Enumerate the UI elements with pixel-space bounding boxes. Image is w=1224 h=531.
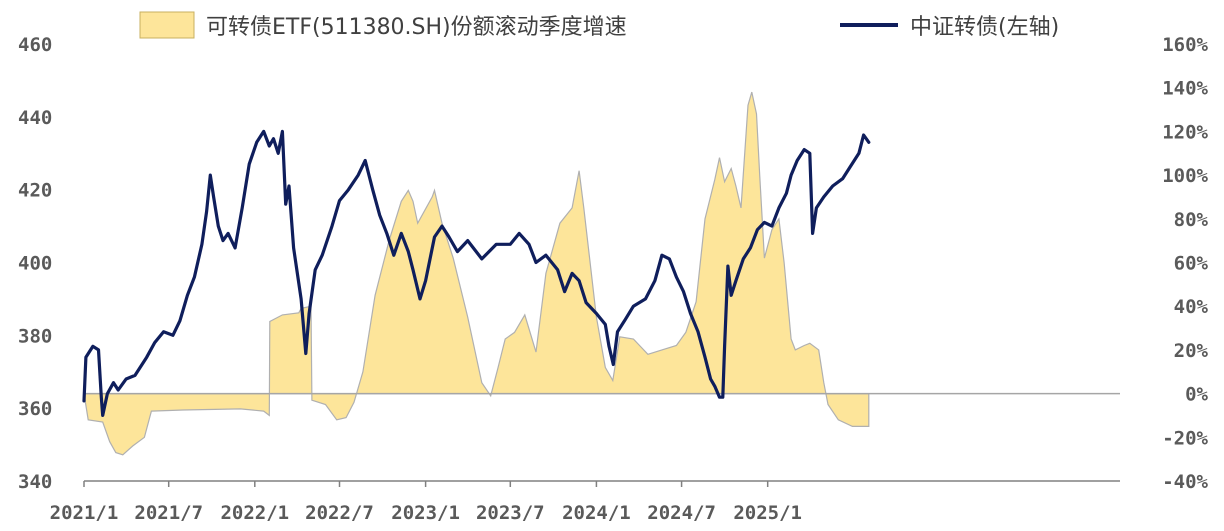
right-axis-tick: 160% [1162,34,1208,56]
x-axis: 2021/1 2021/7 2022/1 2022/7 2023/1 2023/7 2024… [50,481,802,524]
right-axis-tick: 140% [1162,78,1208,100]
x-axis-tick: 2023/1 [391,502,460,524]
left-axis-tick: 420 [18,180,52,202]
right-axis-tick: 60% [1174,253,1209,275]
right-axis-tick: 40% [1174,296,1209,318]
right-axis-tick: 0% [1185,384,1208,406]
x-axis-tick: 2021/7 [134,502,203,524]
right-axis-tick: 100% [1162,165,1208,187]
x-axis-tick: 2023/7 [476,502,545,524]
line-layer [82,129,871,417]
x-axis-tick: 2022/7 [305,502,374,524]
legend-area-swatch [139,11,195,39]
left-axis: 340 360 380 400 420 440 460 [18,34,52,493]
left-axis-tick: 400 [18,253,52,275]
x-axis-tick: 2025/1 [733,502,802,524]
x-axis-tick: 2021/1 [50,502,119,524]
legend-area-label: 可转债ETF(511380.SH)份额滚动季度增速 [206,15,627,40]
left-axis-tick: 380 [18,325,52,347]
area-series-etf-growth [83,91,870,456]
line-series-index [82,129,871,417]
x-axis-tick: 2024/7 [647,502,716,524]
legend: 可转债ETF(511380.SH)份额滚动季度增速 中证转债(左轴) [139,11,1059,40]
right-axis-tick: -40% [1162,471,1208,493]
left-axis-tick: 440 [18,107,52,129]
x-axis-tick: 2022/1 [220,502,289,524]
left-axis-tick: 460 [18,34,52,56]
left-axis-tick: 340 [18,471,52,493]
left-axis-tick: 360 [18,398,52,420]
right-axis-tick: 20% [1174,340,1209,362]
right-axis-tick: 120% [1162,121,1208,143]
legend-line-label: 中证转债(左轴) [910,15,1059,40]
area-layer [83,91,870,456]
right-axis: -40% -20% 0% 20% 40% 60% 80% 100% 120% 140% 160% [1162,34,1208,493]
right-axis-tick: -20% [1162,427,1208,449]
x-axis-tick: 2024/1 [562,502,631,524]
right-axis-tick: 80% [1174,209,1209,231]
